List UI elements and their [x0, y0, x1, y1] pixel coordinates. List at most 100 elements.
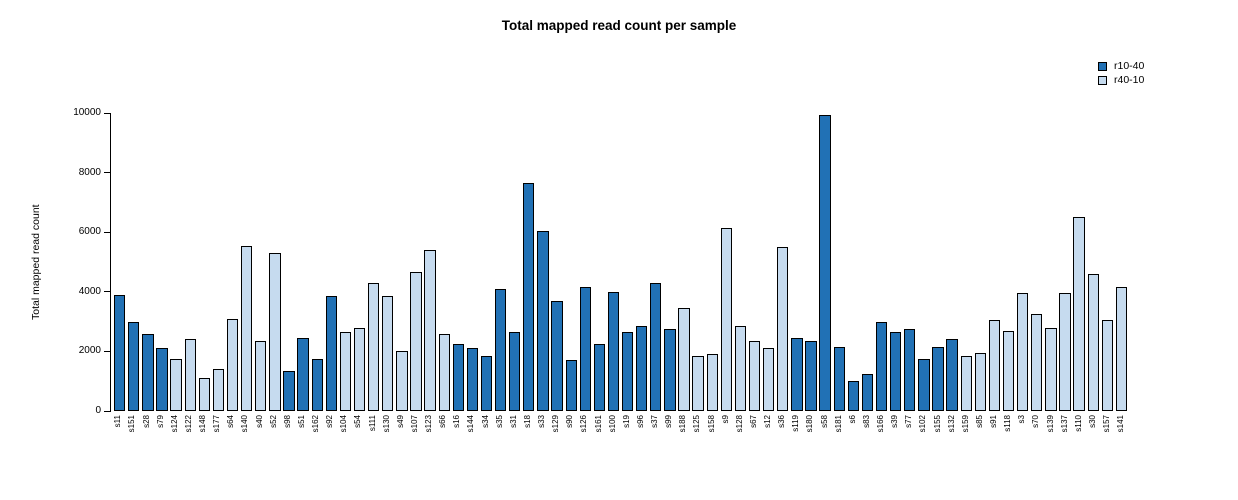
bar-s158 [706, 354, 718, 411]
bar-s30 [1087, 273, 1099, 411]
x-label-slot: s9 [720, 415, 731, 467]
bar-slot [960, 113, 972, 411]
bar-s6 [847, 381, 859, 411]
bar-s124 [170, 358, 182, 411]
bar-s9 [720, 227, 733, 411]
bar-slot [170, 113, 182, 411]
x-label-slot: s144 [466, 415, 477, 467]
bar-s122 [184, 339, 196, 411]
bar-s11 [114, 294, 126, 411]
x-label-slot: s39 [890, 415, 901, 467]
bar-s92 [325, 296, 337, 411]
x-tick-label: s79 [155, 415, 165, 428]
bar-s126 [579, 287, 591, 411]
bar-slot [692, 113, 704, 411]
x-tick-label: s3 [1017, 415, 1027, 424]
bar-s181 [833, 346, 845, 411]
bar-slot [791, 113, 803, 411]
x-tick-label: s130 [381, 415, 391, 433]
bar-slot [819, 113, 831, 411]
x-label-slot: s98 [283, 415, 294, 467]
bar-slot [509, 113, 521, 411]
bar-slot [650, 113, 662, 411]
bar-s118 [1002, 330, 1015, 411]
x-label-slot: s19 [622, 415, 633, 467]
x-tick-label: s123 [424, 415, 434, 433]
bar-s177 [212, 369, 225, 411]
x-label-slot: s70 [1031, 415, 1042, 467]
bar-s18 [523, 183, 535, 411]
bar-slot [438, 113, 450, 411]
x-label-slot: s162 [311, 415, 322, 467]
x-label-slot: s130 [381, 415, 392, 467]
bar-slot [156, 113, 168, 411]
bar-s28 [142, 333, 154, 411]
x-label-slot: s33 [537, 415, 548, 467]
x-tick-label: s92 [325, 415, 335, 428]
bar-slot [1059, 113, 1071, 411]
x-tick-label: s140 [240, 415, 250, 433]
x-tick-label: s155 [932, 415, 942, 433]
bar-s104 [339, 332, 352, 411]
x-tick-label: s28 [141, 415, 151, 428]
bar-s52 [269, 253, 281, 411]
bar-slot [325, 113, 337, 411]
bar-slot [396, 113, 408, 411]
y-tick-label: 8000 [78, 166, 101, 178]
x-label-slot: s107 [410, 415, 421, 467]
bar-slot [1087, 113, 1099, 411]
plot-area: 0 2000 4000 6000 8000 10000 [73, 107, 1130, 416]
x-label-slot: s161 [593, 415, 604, 467]
x-label-slot: s37 [650, 415, 661, 467]
bar-slot [918, 113, 930, 411]
bar-slot [777, 113, 789, 411]
bar-s137 [1059, 293, 1071, 411]
x-label-slot: s110 [1074, 415, 1085, 467]
bar-slot [269, 113, 281, 411]
chart-title: Total mapped read count per sample [501, 18, 737, 33]
bar-slot [382, 113, 394, 411]
x-label-slot: s166 [876, 415, 887, 467]
y-tick [104, 231, 111, 233]
bar-s64 [226, 318, 239, 411]
bar-slot [1101, 113, 1113, 411]
x-tick-label: s158 [706, 415, 716, 433]
x-label-slot: s49 [396, 415, 407, 467]
bar-s35 [494, 288, 507, 411]
x-tick-label: s36 [777, 415, 787, 428]
x-tick-label: s104 [339, 415, 349, 433]
bar-slot [565, 113, 577, 411]
x-label-slot: s188 [678, 415, 689, 467]
x-tick-label: s39 [890, 415, 900, 428]
x-tick-label: s18 [522, 415, 532, 428]
x-label-slot: s34 [480, 415, 491, 467]
bar-s12 [763, 348, 775, 411]
bar-s162 [311, 358, 323, 411]
bar-slot [621, 113, 634, 411]
bar-slot [537, 113, 549, 411]
x-tick-label: s9 [720, 415, 730, 424]
legend-label-r10-40: r10-40 [1114, 60, 1145, 72]
x-label-slot: s137 [1059, 415, 1070, 467]
bar-s33 [537, 230, 549, 411]
x-label-slot: s99 [664, 415, 675, 467]
x-label-slot: s67 [749, 415, 760, 467]
x-tick-label: s34 [480, 415, 490, 428]
x-tick-label: s126 [579, 415, 589, 433]
bar-s37 [650, 282, 662, 411]
x-label-slot: s77 [904, 415, 915, 467]
x-tick-label: s139 [1045, 415, 1055, 433]
x-tick-label: s128 [734, 415, 744, 433]
bar-s139 [1045, 327, 1057, 411]
bar-s151 [128, 321, 140, 411]
bar-s79 [156, 348, 168, 411]
x-label-slot: s85 [975, 415, 986, 467]
x-label-slot: s123 [424, 415, 435, 467]
x-tick-label: s51 [296, 415, 306, 428]
bar-slot [1115, 113, 1128, 411]
x-label-slot: s177 [212, 415, 223, 467]
bar-slot [579, 113, 591, 411]
x-tick-label: s91 [989, 415, 999, 428]
y-axis-title: Total mapped read count [30, 204, 42, 320]
